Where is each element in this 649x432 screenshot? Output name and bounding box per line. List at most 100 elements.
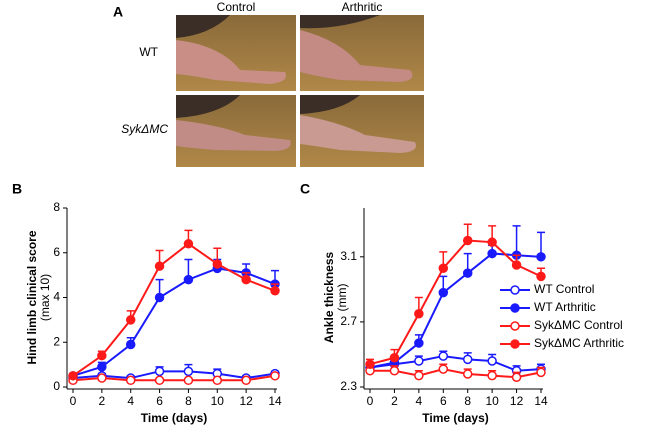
x-tick-label: 2 (99, 394, 106, 408)
y-tick-label: 4 (53, 290, 60, 304)
fur (176, 15, 380, 118)
data-point (438, 287, 449, 298)
data-point (462, 354, 473, 365)
legend-label: WT Control (534, 282, 594, 296)
y-tick-label: 6 (53, 245, 60, 259)
data-point (462, 235, 473, 246)
data-point (438, 263, 449, 273)
x-tick-label: 14 (534, 394, 548, 408)
data-point (183, 375, 194, 386)
legend-marker (510, 339, 520, 349)
data-point (97, 350, 107, 361)
y-axis-label: (mm) (335, 284, 349, 312)
data-point (125, 339, 136, 350)
photo-grid (176, 15, 424, 167)
data-point (487, 370, 497, 381)
data-point (389, 365, 400, 376)
data-point (414, 370, 424, 381)
column-label: Control (217, 0, 256, 14)
x-tick-label: 8 (464, 394, 471, 408)
data-point (414, 309, 424, 319)
data-point (389, 352, 400, 363)
legend-label: SykΔMC Control (534, 318, 623, 332)
data-point (154, 292, 165, 303)
x-tick-label: 10 (485, 394, 499, 408)
data-point (511, 372, 522, 382)
data-point (241, 375, 251, 386)
x-tick-label: 2 (391, 394, 398, 408)
x-tick-label: 12 (510, 394, 524, 408)
x-tick-label: 8 (185, 394, 192, 408)
data-point (183, 239, 194, 249)
panel-label: A (113, 4, 123, 20)
row-label: SykΔMC (121, 122, 168, 136)
series-line (72, 242, 276, 377)
y-axis-label: Hind limb clinical score (25, 230, 39, 364)
data-point (270, 286, 280, 296)
x-tick-label: 6 (440, 394, 447, 408)
data-point (241, 274, 251, 285)
y-axis-label: Ankle thickness (322, 251, 336, 343)
x-tick-label: 14 (268, 394, 282, 408)
data-point (125, 315, 136, 325)
data-point (414, 356, 424, 366)
y-axis-label: (max 10) (38, 274, 52, 321)
data-point (212, 375, 223, 386)
y-tick-label: 2.3 (340, 379, 357, 393)
y-tick-label: 2 (53, 334, 60, 348)
x-tick-label: 10 (211, 394, 225, 408)
data-point (511, 260, 522, 270)
x-tick-label: 6 (156, 394, 163, 408)
data-point (365, 359, 375, 369)
y-tick-label: 0 (53, 379, 60, 393)
data-point (154, 366, 165, 377)
x-tick-label: 0 (70, 394, 77, 408)
panel-label: C (300, 181, 310, 197)
y-tick-label: 3.1 (340, 249, 357, 263)
series-line (72, 374, 276, 382)
paw (300, 115, 416, 153)
data-point (487, 248, 497, 259)
x-axis-label: Time (days) (422, 411, 488, 425)
data-point (97, 373, 107, 383)
data-point (462, 369, 473, 379)
legend-label: SykΔMC Arthritic (534, 336, 624, 350)
series-line (72, 267, 276, 377)
y-tick-label: 2.7 (340, 314, 357, 328)
series-line (72, 370, 276, 380)
data-point (97, 362, 107, 372)
legend-label: WT Arthritic (534, 300, 596, 314)
series-line (369, 239, 542, 366)
paw (300, 30, 413, 82)
column-label: Arthritic (342, 0, 383, 14)
data-point (438, 351, 449, 361)
data-point (212, 259, 223, 269)
data-point (125, 375, 136, 386)
legend-marker (510, 285, 520, 295)
x-axis-label: Time (days) (141, 411, 207, 425)
legend-marker (510, 303, 520, 313)
data-point (414, 338, 424, 348)
data-point (438, 364, 449, 374)
data-point (183, 366, 194, 377)
x-tick-label: 4 (416, 394, 423, 408)
legend-marker (510, 321, 520, 331)
data-point (154, 375, 165, 386)
paw (176, 40, 286, 84)
data-point (154, 261, 165, 271)
panel-label: B (12, 181, 22, 197)
data-point (536, 271, 546, 282)
x-tick-label: 0 (367, 394, 374, 408)
data-point (487, 237, 497, 247)
x-tick-label: 4 (127, 394, 134, 408)
error-bar (512, 225, 521, 256)
row-label: WT (139, 45, 158, 59)
data-point (183, 274, 194, 285)
data-point (68, 371, 78, 381)
data-point (487, 356, 497, 366)
data-point (536, 252, 546, 262)
data-point (462, 268, 473, 278)
paw (176, 120, 291, 151)
y-tick-label: 8 (53, 200, 60, 214)
